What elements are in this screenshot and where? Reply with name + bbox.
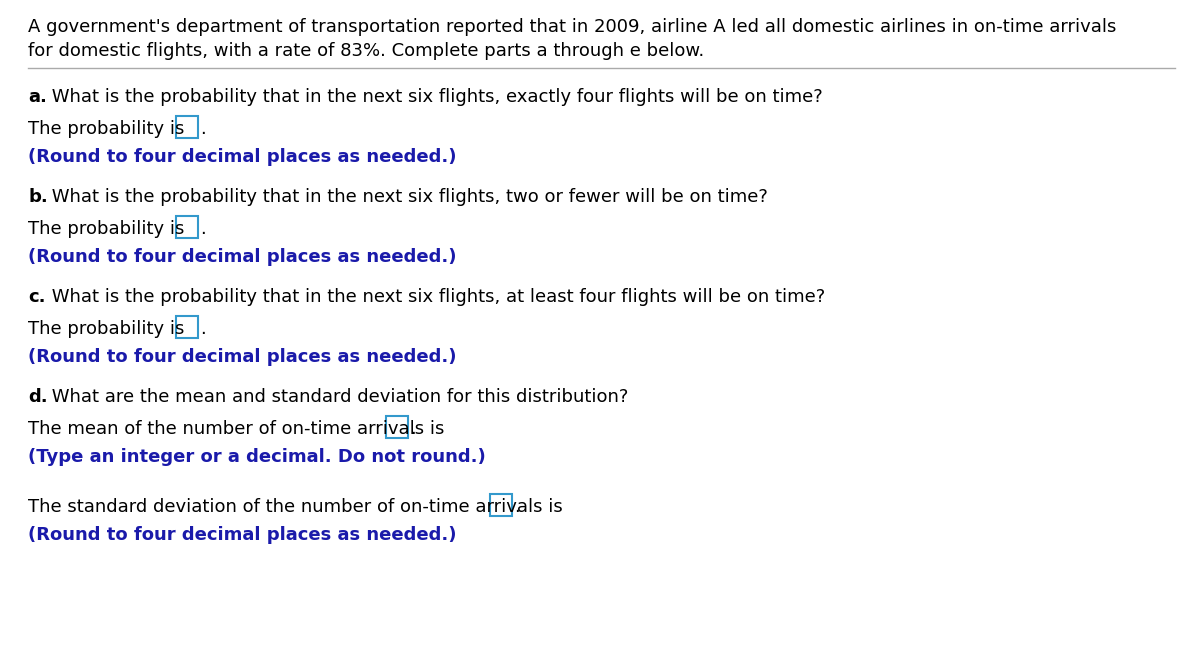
Text: .: .	[200, 220, 205, 238]
Text: d.: d.	[28, 388, 48, 406]
Text: (Round to four decimal places as needed.): (Round to four decimal places as needed.…	[28, 248, 456, 266]
Text: .: .	[514, 498, 520, 516]
Text: (Round to four decimal places as needed.): (Round to four decimal places as needed.…	[28, 148, 456, 166]
Bar	[176, 216, 198, 238]
Bar	[176, 316, 198, 338]
Text: The probability is: The probability is	[28, 120, 185, 138]
Text: The mean of the number of on-time arrivals is: The mean of the number of on-time arriva…	[28, 420, 444, 438]
Text: (Type an integer or a decimal. Do not round.): (Type an integer or a decimal. Do not ro…	[28, 448, 486, 466]
Text: c.: c.	[28, 288, 46, 306]
Text: .: .	[200, 120, 205, 138]
Bar	[386, 416, 408, 438]
Text: What is the probability that in the next six flights, exactly four flights will : What is the probability that in the next…	[46, 88, 823, 106]
Text: .: .	[410, 420, 415, 438]
Text: a.: a.	[28, 88, 47, 106]
Bar	[490, 494, 512, 516]
Text: A government's department of transportation reported that in 2009, airline A led: A government's department of transportat…	[28, 18, 1116, 36]
Text: b.: b.	[28, 188, 48, 206]
Text: What is the probability that in the next six flights, at least four flights will: What is the probability that in the next…	[46, 288, 826, 306]
Text: What are the mean and standard deviation for this distribution?: What are the mean and standard deviation…	[46, 388, 629, 406]
Text: for domestic flights, with a rate of 83%. Complete parts a through e below.: for domestic flights, with a rate of 83%…	[28, 42, 704, 60]
Text: The standard deviation of the number of on-time arrivals is: The standard deviation of the number of …	[28, 498, 563, 516]
Text: What is the probability that in the next six flights, two or fewer will be on ti: What is the probability that in the next…	[46, 188, 768, 206]
Bar	[176, 116, 198, 138]
Text: (Round to four decimal places as needed.): (Round to four decimal places as needed.…	[28, 348, 456, 366]
Text: (Round to four decimal places as needed.): (Round to four decimal places as needed.…	[28, 526, 456, 544]
Text: .: .	[200, 320, 205, 338]
Text: The probability is: The probability is	[28, 320, 185, 338]
Text: The probability is: The probability is	[28, 220, 185, 238]
